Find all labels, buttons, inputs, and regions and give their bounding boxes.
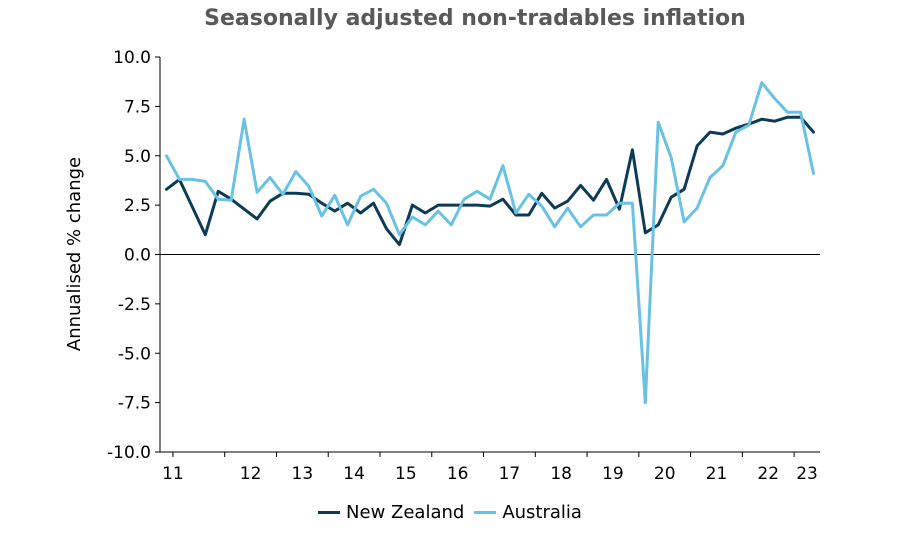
x-tick-label: 23 — [796, 464, 818, 484]
y-tick-label: 5.0 — [124, 147, 151, 167]
y-axis-label: Annualised % change — [64, 157, 85, 351]
y-tick-label: -7.5 — [118, 394, 151, 414]
y-tick-label: 0.0 — [124, 246, 151, 266]
y-tick-label: 2.5 — [124, 196, 151, 216]
x-tick-label: 17 — [499, 464, 521, 484]
x-axis-ticks: 11 12 13 14 15 16 17 18 19 20 21 22 23 — [162, 452, 818, 484]
legend: New Zealand Australia — [0, 502, 900, 523]
x-tick-label: 22 — [757, 464, 779, 484]
x-tick-label: 12 — [240, 464, 262, 484]
legend-item-new-zealand: New Zealand — [318, 502, 464, 523]
y-axis-ticks: 10.0 7.5 5.0 2.5 0.0 -2.5 -5.0 -7.5 -10.0 — [107, 48, 160, 463]
y-tick-label: 7.5 — [124, 97, 151, 117]
chart-title: Seasonally adjusted non-tradables inflat… — [204, 6, 746, 31]
x-tick-label: 14 — [343, 464, 365, 484]
x-tick-label: 13 — [292, 464, 314, 484]
series-line-australia — [165, 81, 815, 405]
legend-label-australia: Australia — [502, 502, 582, 523]
legend-label-new-zealand: New Zealand — [346, 502, 465, 523]
x-tick-label: 19 — [602, 464, 624, 484]
axes — [159, 57, 820, 453]
y-tick-label: -5.0 — [118, 344, 151, 364]
series-line-new-zealand — [165, 115, 815, 247]
legend-swatch-australia — [474, 511, 497, 514]
y-tick-label: -10.0 — [107, 443, 151, 463]
x-tick-label: 16 — [447, 464, 469, 484]
x-tick-label: 18 — [550, 464, 572, 484]
y-tick-label: -2.5 — [118, 295, 151, 315]
x-tick-label: 21 — [706, 464, 728, 484]
series-lines — [165, 81, 815, 405]
legend-swatch-new-zealand — [318, 511, 341, 514]
x-tick-label: 15 — [395, 464, 417, 484]
y-tick-label: 10.0 — [113, 48, 151, 68]
x-tick-label: 20 — [654, 464, 676, 484]
x-tick-label: 11 — [162, 464, 184, 484]
legend-item-australia: Australia — [474, 502, 582, 523]
